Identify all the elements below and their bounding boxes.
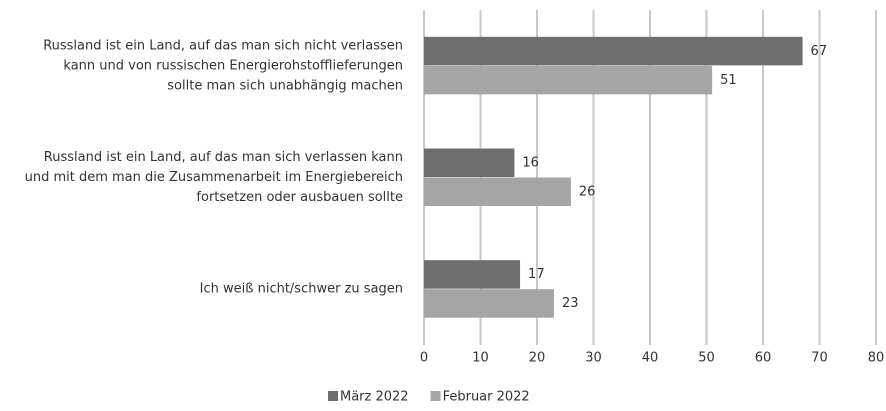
x-tick-label: 20 [529, 351, 546, 366]
category-label: fortsetzen oder ausbauen sollte [196, 190, 403, 205]
bar [424, 65, 713, 95]
x-tick-label: 80 [868, 351, 885, 366]
category-label: Russland ist ein Land, auf das man sich … [43, 38, 403, 53]
legend-label: März 2022 [340, 390, 409, 405]
x-tick-label: 60 [755, 351, 772, 366]
bar [424, 260, 521, 289]
x-tick-label: 0 [420, 351, 428, 366]
x-tick-label: 10 [472, 351, 489, 366]
legend-swatch [430, 391, 441, 401]
x-tick-label: 70 [811, 351, 828, 366]
value-label: 67 [811, 44, 828, 59]
bar [424, 148, 515, 177]
legend-swatch [328, 391, 338, 401]
legend-label: Februar 2022 [443, 390, 530, 405]
value-label: 23 [562, 296, 579, 311]
x-tick-label: 40 [642, 351, 659, 366]
category-label: und mit dem man die Zusammenarbeit im En… [25, 170, 403, 185]
category-label: kann und von russischen Energierohstoffl… [63, 58, 403, 73]
category-label: sollte man sich unabhängig machen [167, 78, 403, 93]
value-label: 17 [528, 267, 545, 282]
value-label: 26 [579, 185, 596, 200]
category-label: Ich weiß nicht/schwer zu sagen [200, 282, 403, 297]
value-label: 16 [522, 156, 539, 171]
bar [424, 36, 803, 66]
bar [424, 289, 554, 318]
value-label: 51 [720, 73, 737, 88]
x-tick-label: 50 [698, 351, 715, 366]
x-tick-label: 30 [585, 351, 602, 366]
category-label: Russland ist ein Land, auf das man sich … [44, 150, 403, 165]
bar [424, 177, 571, 206]
